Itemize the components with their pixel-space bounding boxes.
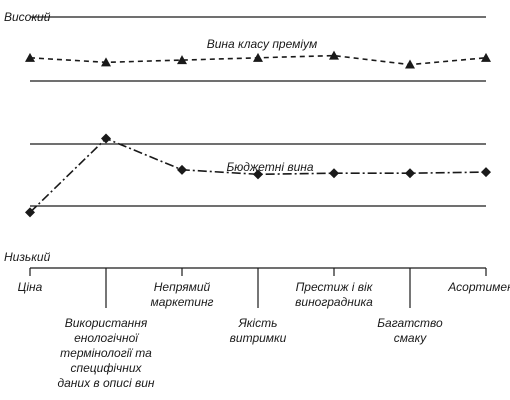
diamond-marker <box>481 167 491 178</box>
triangle-marker <box>177 55 187 65</box>
category-label-line: Якість <box>238 316 278 330</box>
category-label-line: смаку <box>394 331 428 345</box>
diamond-marker <box>329 168 339 179</box>
diamond-marker <box>25 207 35 218</box>
category-label: Асортимент <box>447 280 510 294</box>
category-label-line: Використання <box>65 316 148 330</box>
diamond-marker <box>101 133 111 144</box>
category-label-line: Багатство <box>377 316 443 330</box>
triangle-marker <box>101 57 111 67</box>
labels: Високий Низький Вина класу преміум Бюдже… <box>4 10 317 264</box>
category-label: Використання енологічної термінології та сп… <box>57 316 154 390</box>
category-labels: Ціна Використання енологічної термінології … <box>18 280 510 390</box>
y-label-top: Високий <box>4 10 51 24</box>
category-label-line: витримки <box>230 331 287 345</box>
series-label-budget: Бюджетні вина <box>226 160 313 174</box>
series-label-premium: Вина класу преміум <box>207 37 318 51</box>
y-label-bottom: Низький <box>4 250 51 264</box>
band-lines <box>30 16 486 207</box>
triangle-marker <box>253 52 263 62</box>
category-label-line: термінології та <box>60 346 152 360</box>
category-label: Багатство смаку <box>377 316 443 345</box>
category-label: Якість витримки <box>230 316 287 345</box>
triangle-marker <box>405 59 415 69</box>
axes <box>29 267 487 308</box>
category-label-line: Непрямий <box>154 280 211 294</box>
category-label: Престиж і вік виноградника <box>295 280 374 309</box>
series-markers <box>25 50 491 218</box>
triangle-marker <box>329 50 339 60</box>
category-label: Непрямий маркетинг <box>151 280 214 309</box>
category-label-line: Асортимент <box>447 280 510 294</box>
diamond-marker <box>177 164 187 175</box>
triangle-marker <box>481 52 491 62</box>
category-label-line: Престиж і вік <box>296 280 374 294</box>
category-label-line: специфічних <box>71 361 143 375</box>
triangle-marker <box>25 52 35 62</box>
category-label-line: маркетинг <box>151 295 214 309</box>
category-label-line: виноградника <box>295 295 373 309</box>
category-label: Ціна <box>18 280 43 294</box>
series-lines <box>29 54 487 213</box>
category-label-line: енологічної <box>74 331 139 345</box>
category-label-line: даних в описі вин <box>57 376 154 390</box>
diamond-marker <box>253 169 263 180</box>
category-label-line: Ціна <box>18 280 43 294</box>
diamond-marker <box>405 168 415 179</box>
